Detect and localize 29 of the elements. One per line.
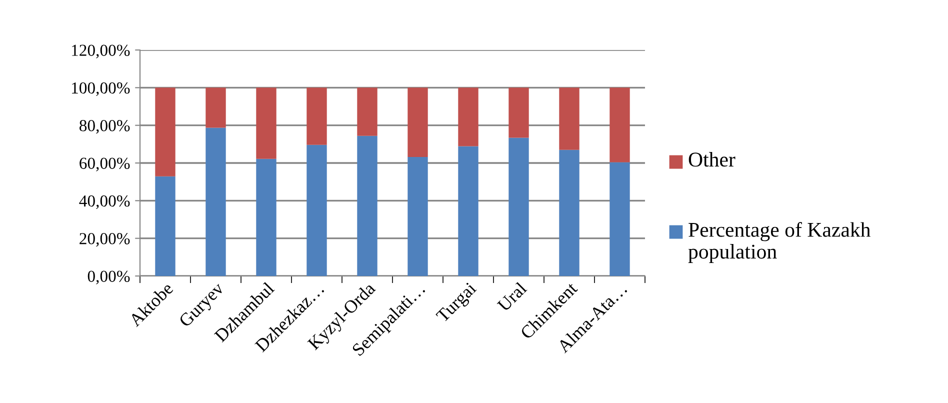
- bar: [610, 88, 630, 162]
- bar: [256, 88, 276, 159]
- bar: [206, 128, 226, 276]
- legend-label: Percentage of Kazakh population: [688, 222, 870, 263]
- bar: [256, 158, 276, 276]
- bar: [306, 88, 327, 145]
- bar: [357, 136, 378, 276]
- bar: [610, 162, 630, 276]
- y-tick-label: 100,00%: [72, 82, 130, 96]
- y-tick-label: 120,00%: [72, 44, 130, 58]
- bar: [408, 156, 428, 276]
- bar: [508, 138, 529, 276]
- y-tick-label: 20,00%: [80, 233, 130, 247]
- y-tick-label: 0,00%: [88, 270, 130, 284]
- bar: [508, 88, 529, 138]
- y-tick-label: 60,00%: [80, 158, 130, 172]
- bar: [458, 88, 478, 146]
- bar: [155, 88, 176, 176]
- bar: [357, 88, 378, 136]
- bar: [559, 150, 580, 276]
- bar: [408, 88, 428, 157]
- legend-label: Other: [688, 152, 736, 167]
- bar: [206, 88, 226, 128]
- bar: [155, 176, 176, 276]
- bar: [458, 146, 478, 276]
- y-tick-label: 80,00%: [80, 120, 130, 134]
- bar: [559, 88, 580, 150]
- bar: [306, 144, 327, 276]
- y-tick-label: 40,00%: [79, 195, 130, 210]
